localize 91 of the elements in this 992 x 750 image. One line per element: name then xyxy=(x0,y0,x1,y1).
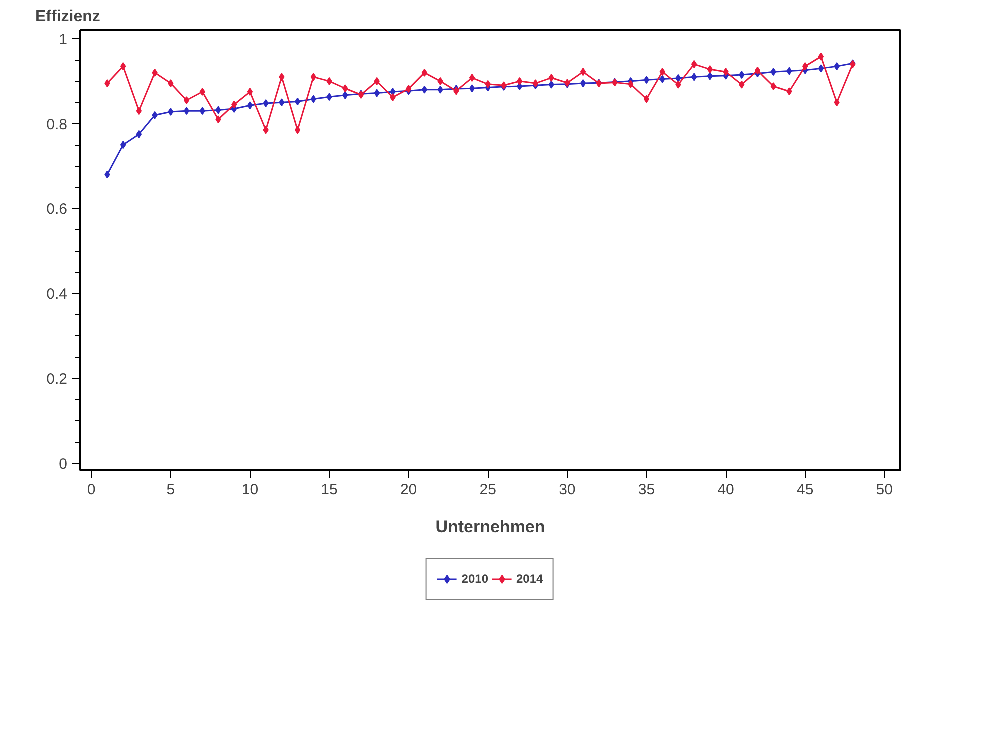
point xyxy=(707,72,714,80)
point xyxy=(438,86,444,94)
point xyxy=(294,126,301,134)
point xyxy=(834,62,840,71)
x-tick-label: 0 xyxy=(87,482,96,498)
point xyxy=(691,60,698,68)
point xyxy=(120,141,126,150)
point xyxy=(517,77,523,86)
point xyxy=(660,68,666,76)
point xyxy=(200,88,206,96)
point xyxy=(216,116,222,124)
point xyxy=(326,93,332,102)
y-tick-label: 0.2 xyxy=(46,370,68,388)
point xyxy=(374,89,380,98)
point xyxy=(676,74,682,82)
y-tick-label: 0.8 xyxy=(46,116,68,134)
point xyxy=(390,94,396,102)
point xyxy=(580,80,586,88)
legend-label: 2010 xyxy=(462,572,488,586)
x-tick-label: 15 xyxy=(321,482,338,498)
point xyxy=(184,96,190,105)
point xyxy=(200,107,206,116)
point xyxy=(485,80,491,88)
x-axis-title: Unternehmen xyxy=(436,518,546,536)
point xyxy=(263,99,269,108)
x-tick-label: 45 xyxy=(796,482,814,498)
point xyxy=(342,91,348,100)
point xyxy=(469,84,476,93)
point xyxy=(786,67,792,76)
y-tick-label: 0.4 xyxy=(46,286,68,304)
point xyxy=(723,68,729,76)
point xyxy=(247,88,254,96)
point xyxy=(279,73,285,82)
x-tick-label: 50 xyxy=(876,482,893,498)
point xyxy=(120,62,126,71)
point xyxy=(818,64,824,73)
y-tick-label: 1 xyxy=(59,31,68,48)
point xyxy=(548,80,554,89)
point xyxy=(739,80,745,89)
x-tick-label: 20 xyxy=(400,482,418,498)
point xyxy=(754,66,761,75)
x-tick-label: 40 xyxy=(718,482,734,498)
point xyxy=(438,77,444,86)
x-tick-label: 25 xyxy=(480,482,496,498)
x-tick-label: 10 xyxy=(242,482,259,498)
point xyxy=(216,106,222,114)
y-tick-label: 0.6 xyxy=(46,201,68,218)
point xyxy=(263,126,269,134)
point xyxy=(342,84,348,93)
point xyxy=(422,86,428,94)
point xyxy=(184,107,190,116)
point xyxy=(294,98,301,106)
point xyxy=(469,74,476,82)
point xyxy=(786,88,792,96)
point xyxy=(247,102,254,110)
point xyxy=(676,80,682,89)
point xyxy=(279,98,285,107)
x-tick-label: 30 xyxy=(559,482,576,498)
point xyxy=(770,82,776,91)
point xyxy=(580,68,586,76)
point xyxy=(707,66,714,74)
point xyxy=(422,68,428,77)
point xyxy=(104,80,110,88)
point xyxy=(232,100,238,109)
point xyxy=(628,80,634,88)
point xyxy=(136,130,142,138)
point xyxy=(818,52,824,61)
point xyxy=(152,68,158,77)
x-tick-label: 35 xyxy=(638,482,656,498)
point xyxy=(644,76,650,84)
point xyxy=(310,95,316,104)
point xyxy=(644,95,650,104)
point xyxy=(660,75,666,84)
point xyxy=(136,107,142,116)
point xyxy=(548,74,554,82)
point xyxy=(770,68,776,76)
point xyxy=(152,111,158,120)
point xyxy=(691,73,698,82)
y-axis-title: Effizienz xyxy=(36,8,100,26)
point xyxy=(374,77,380,86)
y-tick-label: 0 xyxy=(59,456,68,473)
point xyxy=(168,108,174,116)
point xyxy=(834,98,840,107)
point xyxy=(739,71,745,80)
x-tick-label: 5 xyxy=(166,482,176,498)
point xyxy=(310,73,316,82)
legend-label: 2014 xyxy=(516,572,544,586)
point xyxy=(168,80,174,88)
point xyxy=(104,170,110,179)
point xyxy=(326,77,332,86)
point xyxy=(802,62,808,71)
